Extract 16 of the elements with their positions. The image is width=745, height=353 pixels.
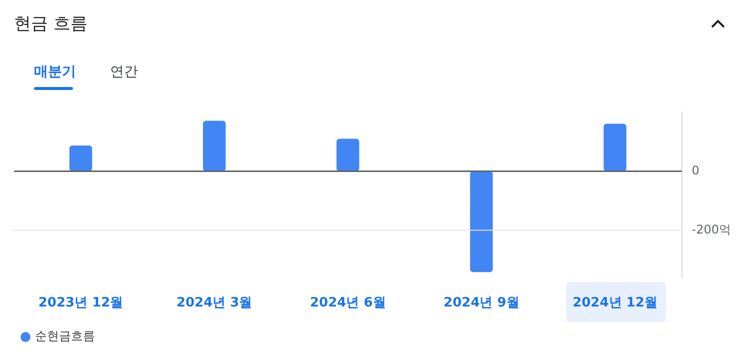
legend-label: 순현금흐름 [35, 329, 95, 344]
x-tick-label: 2024년 6월 [310, 296, 386, 311]
bar [470, 171, 493, 272]
y-tick-label: -200억 [692, 222, 731, 236]
chart-title: 현금 흐름 [14, 13, 88, 35]
bar [604, 124, 626, 172]
y-tick-label: 0 [692, 163, 700, 178]
x-tick-label: 2024년 9월 [444, 296, 520, 311]
x-tick-label: 2024년 12월 [572, 296, 658, 311]
text: 매분기 [34, 63, 76, 81]
text: 연간 [110, 63, 138, 81]
x-tick-label: 2023년 12월 [38, 296, 124, 311]
bar [69, 146, 92, 172]
bar [202, 120, 226, 172]
bar [336, 138, 360, 172]
x-tick-label: 2024년 3월 [176, 296, 252, 311]
